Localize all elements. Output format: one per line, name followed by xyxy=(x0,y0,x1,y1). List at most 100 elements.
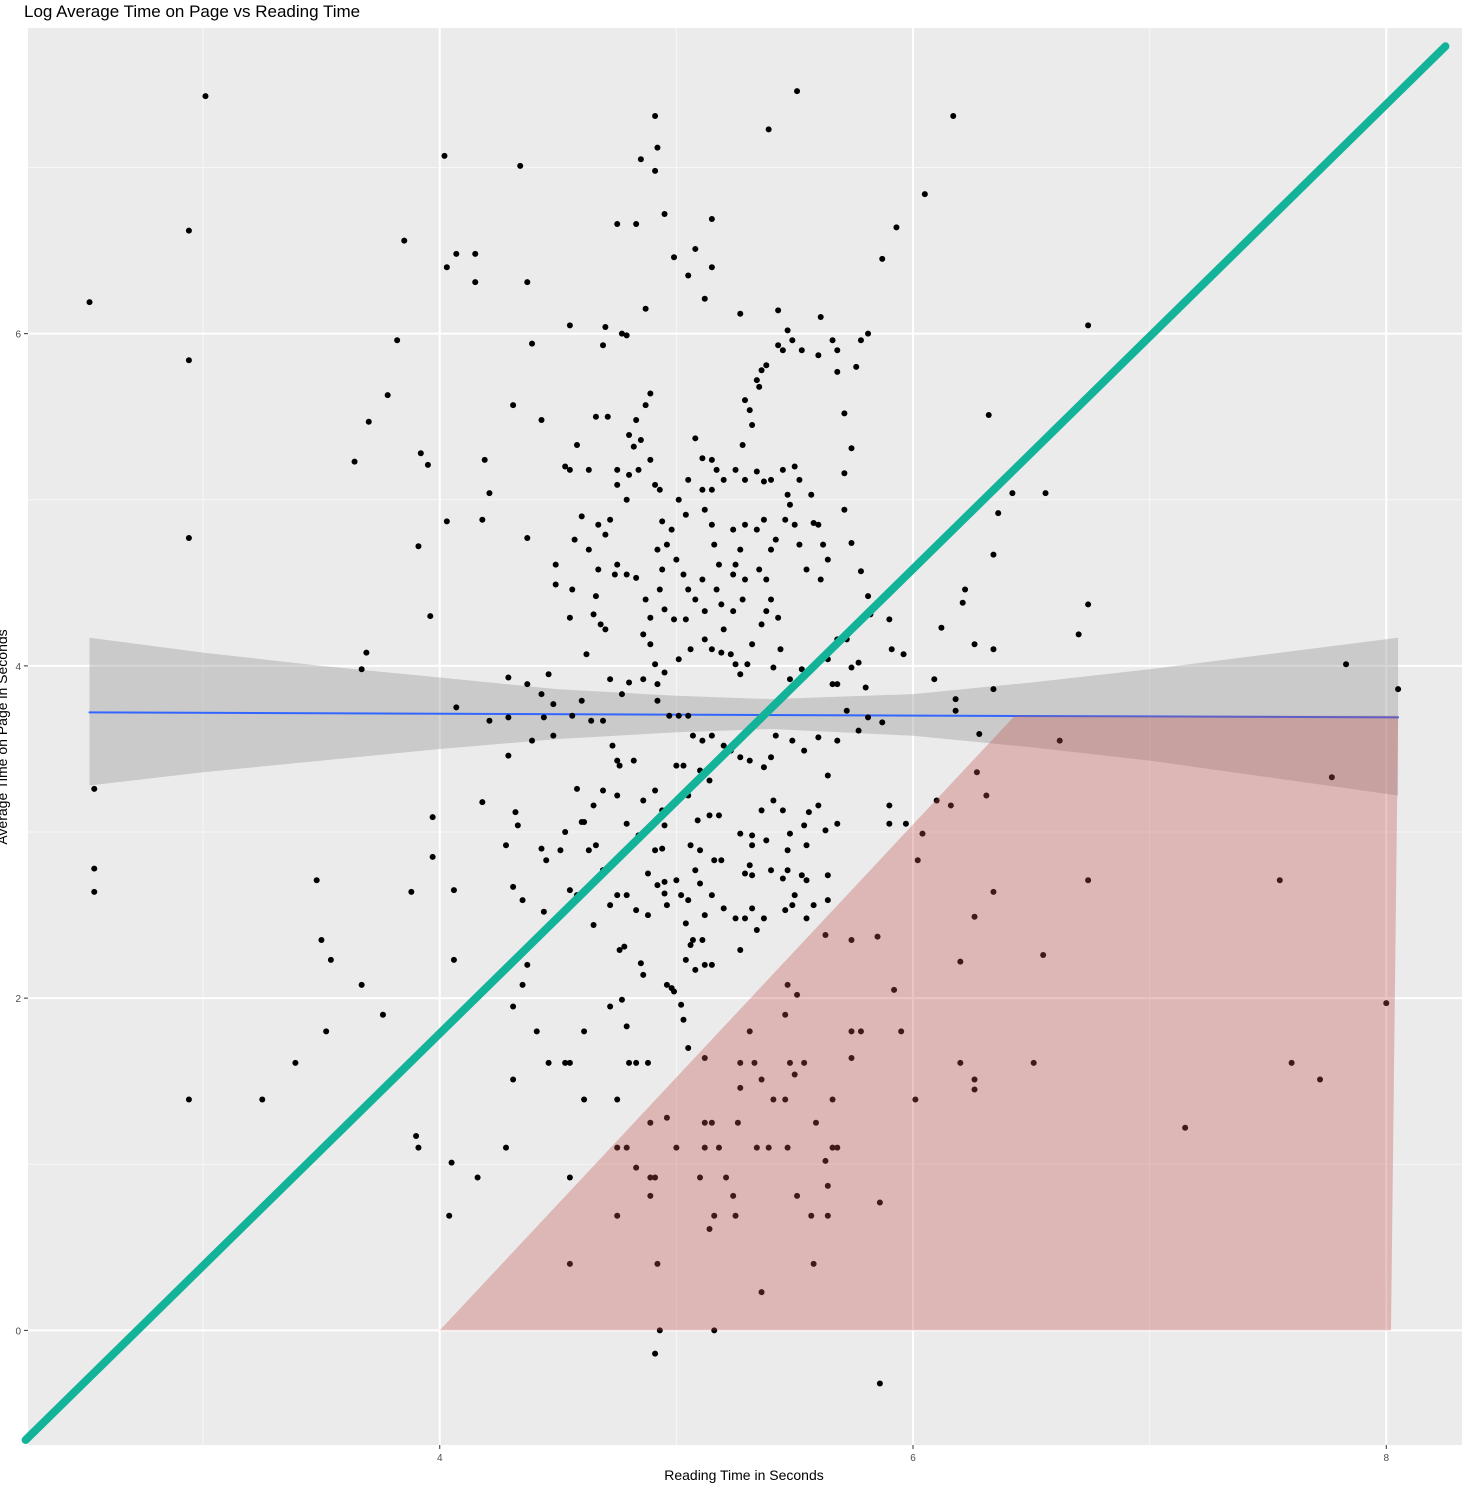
point xyxy=(505,714,512,721)
point xyxy=(794,991,801,998)
point xyxy=(990,551,997,558)
point xyxy=(552,561,559,568)
point xyxy=(990,888,997,895)
point xyxy=(692,867,699,874)
point xyxy=(1085,322,1092,329)
point xyxy=(891,986,898,993)
point xyxy=(408,888,415,895)
point xyxy=(753,377,760,384)
point xyxy=(768,476,775,483)
point xyxy=(633,221,640,228)
point xyxy=(765,1144,772,1151)
point xyxy=(962,586,969,593)
point xyxy=(865,593,872,600)
point xyxy=(623,1023,630,1030)
point xyxy=(715,561,722,568)
point xyxy=(671,616,678,623)
point xyxy=(687,941,694,948)
point xyxy=(417,450,424,457)
point xyxy=(857,1028,864,1035)
point xyxy=(450,887,457,894)
point xyxy=(647,1192,654,1199)
point xyxy=(600,342,607,349)
point xyxy=(429,814,436,821)
point xyxy=(562,1059,569,1066)
point xyxy=(678,1001,685,1008)
point xyxy=(1343,661,1350,668)
point xyxy=(817,576,824,583)
point xyxy=(796,476,803,483)
point xyxy=(824,897,831,904)
point xyxy=(857,568,864,575)
point xyxy=(588,717,595,724)
point xyxy=(415,543,422,550)
point xyxy=(803,877,810,884)
point xyxy=(529,340,536,347)
point xyxy=(938,624,945,631)
point xyxy=(573,441,580,448)
point xyxy=(590,802,597,809)
point xyxy=(429,853,436,860)
point xyxy=(699,936,706,943)
point xyxy=(652,481,659,488)
point xyxy=(583,651,590,658)
point xyxy=(592,842,599,849)
point xyxy=(550,701,557,708)
point xyxy=(427,613,434,620)
point xyxy=(640,971,647,978)
point xyxy=(701,608,708,615)
point xyxy=(626,471,633,478)
point xyxy=(685,897,692,904)
point xyxy=(879,255,886,262)
point xyxy=(829,681,836,688)
point xyxy=(711,857,718,864)
point xyxy=(834,820,841,827)
point xyxy=(654,546,661,553)
point xyxy=(680,762,687,769)
point xyxy=(848,445,855,452)
point xyxy=(798,872,805,879)
point xyxy=(566,1260,573,1267)
point xyxy=(512,809,519,816)
point xyxy=(630,443,637,450)
point xyxy=(479,516,486,523)
point xyxy=(571,536,578,543)
point xyxy=(538,417,545,424)
highlight-region xyxy=(439,715,1399,1331)
point xyxy=(886,802,893,809)
point xyxy=(656,586,663,593)
point xyxy=(995,510,1002,517)
point xyxy=(647,614,654,621)
point xyxy=(798,666,805,673)
point xyxy=(742,397,748,404)
point xyxy=(614,792,621,799)
point xyxy=(472,279,479,286)
point xyxy=(786,501,793,508)
point xyxy=(614,561,621,568)
point xyxy=(424,461,431,468)
point xyxy=(768,754,775,761)
point xyxy=(810,1260,817,1267)
point xyxy=(760,516,767,523)
point xyxy=(694,817,701,824)
point xyxy=(749,905,756,912)
point xyxy=(952,707,959,714)
point xyxy=(680,571,687,578)
point xyxy=(841,410,848,417)
point xyxy=(654,144,661,151)
point xyxy=(415,1144,422,1151)
point xyxy=(798,347,805,354)
point xyxy=(711,1327,718,1334)
point xyxy=(647,1119,654,1126)
point xyxy=(533,1028,540,1035)
point xyxy=(692,596,699,603)
point xyxy=(976,731,983,738)
point xyxy=(185,1096,192,1103)
point xyxy=(801,822,808,829)
point xyxy=(760,764,767,771)
point xyxy=(706,777,713,784)
point xyxy=(635,466,642,473)
point xyxy=(784,327,791,334)
point xyxy=(697,880,704,887)
point xyxy=(775,307,782,314)
